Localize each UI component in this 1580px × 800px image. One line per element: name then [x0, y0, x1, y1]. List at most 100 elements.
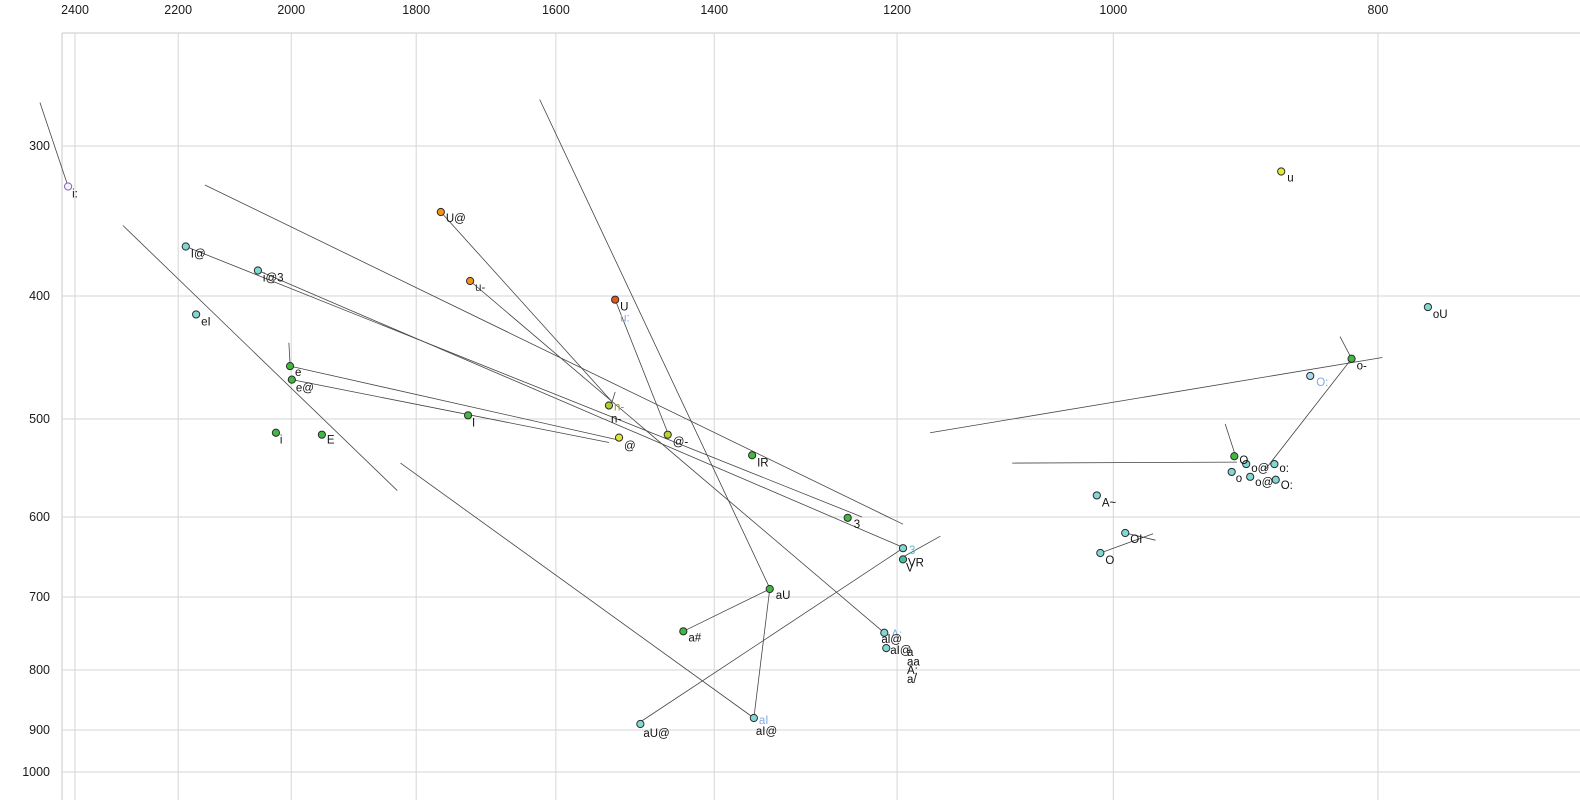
trajectory-line [469, 280, 885, 634]
trajectory-line [614, 299, 669, 433]
data-point [880, 628, 889, 637]
trajectory-line [930, 357, 1383, 434]
point-label: o: [1279, 463, 1289, 475]
trajectory-line [1339, 336, 1352, 359]
data-point [679, 627, 688, 636]
point-label: i: [72, 189, 78, 201]
trajectory-line [39, 102, 69, 187]
trajectory-line [1100, 533, 1154, 554]
point-label: a# [688, 632, 701, 644]
trajectory-line [539, 99, 771, 589]
point-label: o@ [1251, 463, 1269, 475]
point-label: u: [620, 313, 630, 325]
data-point [1271, 475, 1280, 484]
data-point [463, 411, 473, 420]
trajectory-line [1224, 423, 1237, 457]
data-point [1227, 467, 1236, 477]
point-label: u- [475, 282, 485, 294]
point-label: o- [1357, 361, 1367, 373]
y-tick-label: 900 [29, 723, 50, 737]
x-tick-label: 1800 [402, 3, 430, 17]
trajectory-line [753, 588, 771, 719]
x-tick-label: 1000 [1099, 3, 1127, 17]
y-tick-label: 300 [29, 139, 50, 153]
point-label: U@ [446, 213, 466, 225]
point-label: aI [759, 715, 769, 727]
trajectory-line [257, 270, 906, 549]
point-label: U [620, 302, 628, 314]
data-point [287, 375, 296, 384]
data-point [192, 310, 201, 319]
annotation-label: a/ [907, 674, 917, 686]
point-label: OI [1130, 534, 1142, 546]
data-point [843, 513, 852, 522]
data-point [898, 544, 908, 553]
trajectory-line [440, 211, 613, 403]
x-tick-label: 2400 [61, 3, 89, 17]
y-tick-label: 1000 [22, 765, 50, 779]
trajectory-line [610, 391, 616, 405]
point-label: O: [1281, 480, 1293, 492]
data-point [253, 266, 263, 275]
y-tick-label: 500 [29, 412, 50, 426]
data-point [614, 433, 624, 442]
data-point [611, 295, 620, 304]
x-tick-label: 1400 [700, 3, 728, 17]
point-label: eI [201, 316, 211, 328]
point-label: A: [891, 629, 902, 641]
x-tick-label: 800 [1368, 3, 1389, 17]
data-point [285, 362, 295, 371]
point-label: VR [908, 557, 924, 569]
point-label: E [327, 435, 335, 447]
data-point [898, 555, 908, 564]
point-label: aU@ [643, 728, 669, 740]
point-label: n- [614, 401, 624, 413]
data-point [1246, 472, 1255, 481]
data-point [882, 644, 891, 653]
point-label: A~ [1102, 497, 1117, 509]
data-point [436, 207, 445, 217]
data-point [1092, 491, 1101, 500]
trajectory-line [291, 379, 610, 443]
point-label: aI@ [890, 645, 911, 657]
point-label: o@ [1255, 477, 1273, 489]
data-point [1121, 528, 1130, 538]
trajectory-line [902, 535, 941, 558]
y-tick-label: 400 [29, 289, 50, 303]
data-point [748, 451, 757, 460]
data-point [466, 276, 475, 286]
data-point [64, 182, 73, 191]
data-point [765, 584, 774, 594]
trajectory-line [185, 246, 863, 518]
data-point [1347, 354, 1356, 363]
point-label: @ [624, 441, 636, 453]
point-label: u [1287, 173, 1293, 185]
data-point [636, 719, 645, 729]
point-label: 3 [854, 519, 860, 531]
x-tick-label: 2000 [277, 3, 305, 17]
point-label: oU [1433, 309, 1448, 321]
point-label: aI@ [756, 726, 777, 738]
x-tick-label: 1200 [883, 3, 911, 17]
trajectory-line [1012, 461, 1237, 464]
annotation-label: a [907, 647, 914, 659]
point-label: O [1105, 555, 1114, 567]
point-label: e [295, 367, 301, 379]
point-label: i [280, 435, 283, 447]
data-point [1306, 371, 1315, 381]
data-point [604, 401, 614, 410]
data-point [181, 242, 190, 251]
data-point [1423, 302, 1433, 312]
y-tick-label: 700 [29, 590, 50, 604]
data-point [1242, 459, 1251, 469]
point-label: o [1236, 473, 1242, 485]
data-point [271, 428, 281, 437]
point-label: I [472, 417, 475, 429]
data-point [317, 430, 326, 439]
trajectory-line [400, 462, 755, 719]
point-label: e@ [296, 383, 314, 395]
y-tick-label: 600 [29, 510, 50, 524]
data-point [749, 713, 758, 723]
